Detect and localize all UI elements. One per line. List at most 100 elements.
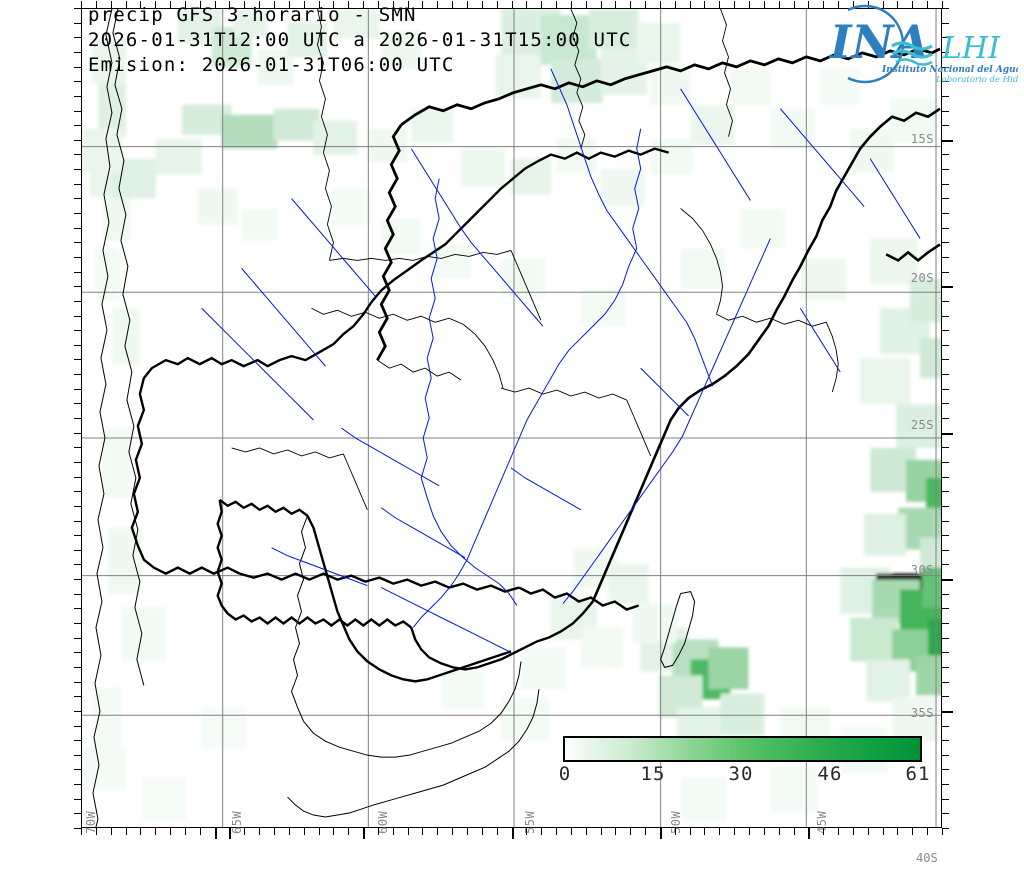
- title-line-variable: precip GFS 3-horario - SMN: [88, 4, 417, 26]
- axis-tick: [74, 549, 81, 551]
- lat-label-20s: 20S: [910, 271, 934, 285]
- axis-tick: [421, 1, 423, 8]
- precipitation-colorbar: 0 15 30 46 61: [559, 736, 929, 785]
- axis-tick: [942, 241, 949, 243]
- axis-tick: [748, 1, 750, 8]
- axis-tick: [555, 1, 557, 8]
- axis-tick: [570, 1, 572, 8]
- axis-tick: [74, 651, 81, 653]
- axis-tick: [80, 828, 82, 835]
- axis-tick: [74, 622, 81, 624]
- axis-tick: [74, 344, 81, 346]
- axis-tick: [942, 271, 949, 273]
- axis-tick: [600, 828, 602, 835]
- colorbar-tick-30: 30: [728, 763, 754, 785]
- lagoa-dos-patos: [660, 591, 696, 668]
- lon-label-50w: 50W: [669, 810, 683, 834]
- axis-tick: [74, 139, 81, 141]
- axis-tick: [793, 1, 795, 8]
- chart-title-block: precip GFS 3-horario - SMN 2026-01-31T12…: [88, 3, 631, 78]
- axis-tick: [74, 534, 81, 536]
- axis-tick: [74, 681, 81, 683]
- axis-tick: [421, 828, 423, 835]
- axis-tick: [74, 315, 81, 317]
- axis-tick: [525, 828, 527, 835]
- axis-tick: [169, 1, 171, 8]
- lat-label-35s: 35S: [910, 706, 934, 720]
- axis-tick: [614, 1, 616, 8]
- axis-tick: [703, 1, 705, 8]
- axis-tick: [95, 1, 97, 8]
- axis-tick: [377, 828, 379, 835]
- axis-tick: [74, 285, 81, 287]
- axis-tick: [496, 1, 498, 8]
- axis-tick: [74, 168, 81, 170]
- coastline-patagonia: [287, 515, 540, 818]
- axis-tick: [318, 1, 320, 8]
- axis-tick: [74, 124, 81, 126]
- axis-tick: [942, 593, 949, 595]
- axis-tick: [942, 153, 949, 155]
- axis-tick: [941, 1, 943, 8]
- axis-tick: [74, 358, 81, 360]
- axis-tick: [74, 827, 81, 829]
- axis-tick: [911, 828, 913, 835]
- title-line-issue-time: Emision: 2026-01-31T06:00 UTC: [88, 54, 455, 76]
- axis-tick: [258, 828, 260, 835]
- precipitation-raster: [82, 9, 941, 822]
- axis-tick: [169, 828, 171, 835]
- colorbar-tick-0: 0: [558, 763, 572, 785]
- axis-tick: [942, 607, 949, 609]
- axis-tick: [74, 754, 81, 756]
- axis-tick: [199, 1, 201, 8]
- axis-tick: [942, 7, 949, 9]
- axis-tick: [74, 256, 81, 258]
- axis-tick: [184, 828, 186, 835]
- axis-tick: [451, 1, 453, 8]
- axis-tick: [837, 1, 839, 8]
- axis-tick: [74, 329, 81, 331]
- axis-tick: [74, 388, 81, 390]
- axis-tick: [942, 124, 949, 126]
- axis-tick: [733, 828, 735, 835]
- axis-tick: [942, 461, 949, 463]
- axis-tick: [347, 1, 349, 8]
- axis-tick: [942, 66, 949, 68]
- axis-tick: [258, 1, 260, 8]
- axis-tick: [74, 36, 81, 38]
- axis-tick: [154, 1, 156, 8]
- axis-tick: [614, 828, 616, 835]
- axis-tick: [644, 1, 646, 8]
- axis-tick: [139, 1, 141, 8]
- axis-tick: [942, 637, 949, 639]
- axis-tick: [942, 666, 949, 668]
- axis-tick: [852, 828, 854, 835]
- axis-tick: [288, 1, 290, 8]
- svg-text:Instituto Nacional del Agua: Instituto Nacional del Agua: [881, 65, 1018, 75]
- axis-tick: [942, 432, 953, 435]
- axis-tick: [942, 197, 949, 199]
- axis-tick: [74, 725, 81, 727]
- axis-tick: [496, 828, 498, 835]
- border-brazil-north: [376, 47, 941, 361]
- axis-tick: [288, 828, 290, 835]
- axis-tick: [95, 828, 97, 835]
- axis-tick: [942, 739, 949, 741]
- axis-tick: [74, 607, 81, 609]
- axis-tick: [74, 95, 81, 97]
- axis-tick: [555, 828, 557, 835]
- axis-tick: [942, 358, 949, 360]
- axis-tick: [942, 549, 949, 551]
- axis-tick: [466, 1, 468, 8]
- axis-tick: [674, 1, 676, 8]
- axis-tick: [407, 828, 409, 835]
- axis-tick: [942, 695, 949, 697]
- axis-tick: [74, 66, 81, 68]
- axis-tick: [228, 828, 231, 839]
- axis-tick: [822, 1, 824, 8]
- axis-tick: [318, 828, 320, 835]
- axis-tick: [74, 446, 81, 448]
- lat-label-15s: 15S: [910, 132, 934, 146]
- svg-text:Laboratorio de Hidrologia: Laboratorio de Hidrologia: [935, 75, 1018, 85]
- axis-tick: [74, 432, 81, 434]
